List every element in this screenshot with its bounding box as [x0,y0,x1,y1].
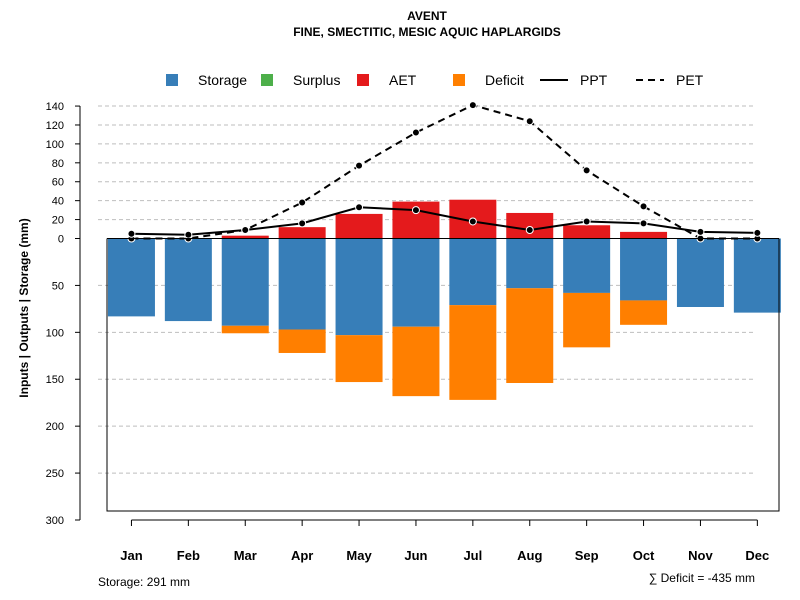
chart-title: AVENT [407,9,447,23]
ppt-point [127,229,136,238]
lines [127,101,762,243]
legend: Storage Surplus AET Deficit PPT PET [166,72,704,88]
legend-swatch-storage [166,74,178,86]
legend-label-surplus: Surplus [293,72,340,88]
y-tick-label: 20 [52,215,64,227]
storage-bar [563,238,611,293]
ppt-point [753,228,762,237]
y-axis-label: Inputs | Outputs | Storage (mm) [17,218,31,397]
aet-bar [221,235,269,239]
pet-point [355,161,364,170]
pet-point [298,198,307,207]
x-tick-label: Nov [688,548,713,563]
legend-label-storage: Storage [198,72,247,88]
ppt-line [131,206,758,236]
ppt-point [696,227,705,236]
legend-label-pet: PET [676,72,704,88]
chart-subtitle: FINE, SMECTITIC, MESIC AQUIC HAPLARGIDS [293,25,561,39]
pet-point [525,117,534,126]
ppt-point [184,230,193,239]
ppt-point [468,217,477,226]
ppt-point [582,217,591,226]
y-tick-label: 300 [46,515,64,527]
deficit-footnote: ∑ Deficit = -435 mm [649,571,755,585]
y-tick-label: 0 [58,234,64,246]
deficit-bar [221,325,269,334]
pet-point [411,128,420,137]
y-tick-label: 60 [52,177,64,189]
deficit-bar [392,326,440,397]
legend-label-deficit: Deficit [485,72,524,88]
aet-bar [506,212,554,239]
pet-point [468,101,477,110]
aet-bar [335,213,383,239]
pet-point [582,166,591,175]
y-tick-label: 140 [46,101,64,113]
y-tick-label: 50 [52,280,64,292]
x-tick-label: Oct [633,548,655,563]
x-tick-label: Aug [517,548,542,563]
storage-bar [620,238,668,301]
deficit-bar [563,292,611,348]
pet-line [131,104,758,240]
legend-swatch-aet [357,74,369,86]
storage-bar [733,238,781,313]
storage-bar [107,238,155,317]
ppt-point [525,225,534,234]
storage-frame [106,238,780,512]
y-tick-label: 200 [46,421,64,433]
deficit-bar [278,329,326,353]
storage-bar [449,238,497,306]
deficit-bar [335,335,383,383]
y-tick-label: 100 [46,139,64,151]
y-tick-label: 250 [46,468,64,480]
storage-bar [676,238,724,307]
legend-swatch-surplus [261,74,273,86]
storage-bar [506,238,554,289]
x-tick-label: Dec [745,548,769,563]
x-tick-label: Feb [177,548,200,563]
storage-footnote: Storage: 291 mm [98,575,190,589]
storage-bar [278,238,326,330]
legend-swatch-deficit [453,74,465,86]
legend-label-aet: AET [389,72,417,88]
storage-bar [221,238,269,326]
y-tick-label: 40 [52,196,64,208]
legend-label-ppt: PPT [580,72,608,88]
storage-bar [335,238,383,336]
ppt-point [411,206,420,215]
x-tick-label: Mar [234,548,257,563]
aet-bar [563,225,611,239]
y-tick-label: 150 [46,374,64,386]
ppt-point [241,225,250,234]
ppt-point [355,203,364,212]
x-tick-label: May [346,548,372,563]
storage-bar [392,238,440,327]
x-tick-label: Jun [404,548,427,563]
deficit-bar [620,300,668,325]
axes: 0 20 40 60 80 100 120 140 50 100 150 200 250 300 Jan Fe… [46,101,780,563]
deficit-bar [506,288,554,383]
ppt-point [298,219,307,228]
y-tick-label: 120 [46,120,64,132]
x-tick-label: Sep [575,548,599,563]
pet-point [639,202,648,211]
y-tick-label: 100 [46,327,64,339]
aet-bar [620,231,668,239]
y-tick-label: 80 [52,158,64,170]
storage-bar [164,238,212,322]
deficit-bar [449,305,497,400]
ppt-point [639,219,648,228]
x-tick-label: Jan [120,548,142,563]
x-tick-label: Jul [463,548,482,563]
aet-bar [278,227,326,239]
x-tick-label: Apr [291,548,313,563]
